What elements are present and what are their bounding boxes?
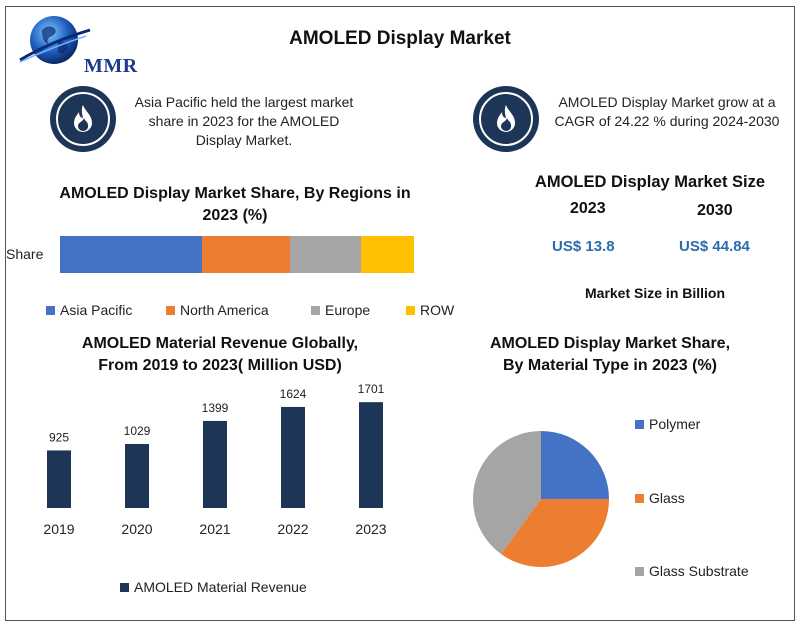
share-category-label: Share	[6, 246, 44, 262]
revenue-bar-chart: 925 2019 1029 2020 1399 2021 1624 2022 1701 2023	[43, 382, 386, 537]
legend-swatch	[46, 305, 55, 315]
logo-text: MMR	[84, 55, 138, 77]
revenue-bar-2019	[47, 450, 71, 508]
revenue-chart-title: AMOLED Material Revenue Globally, From 2…	[30, 333, 410, 377]
revenue-legend: AMOLED Material Revenue	[120, 579, 307, 595]
info-2-line-2: CAGR of 24.22 % during 2024-2030	[554, 113, 780, 129]
mmr-logo: MMR	[14, 12, 144, 77]
info-1-line-1: Asia Pacific held the largest market	[134, 94, 354, 110]
revenue-x-tick-label: 2019	[43, 521, 74, 537]
legend-swatch	[635, 566, 644, 576]
legend-swatch	[406, 305, 415, 315]
region-title-line-2: 2023 (%)	[202, 207, 268, 224]
info-1-line-3: Display Market.	[195, 132, 293, 148]
revenue-legend-label: AMOLED Material Revenue	[134, 579, 307, 595]
pie-slice-glass	[501, 499, 609, 567]
legend-swatch	[635, 493, 644, 503]
revenue-data-label: 1399	[202, 401, 229, 415]
revenue-x-tick-label: 2023	[355, 521, 386, 537]
revenue-title-line-1: AMOLED Material Revenue Globally,	[81, 335, 359, 352]
material-legend-item: Polymer	[635, 416, 700, 432]
region-segment-north-america	[201, 236, 291, 273]
legend-label: ROW	[420, 302, 455, 318]
pie-slice-polymer	[541, 431, 609, 499]
region-legend-item: Europe	[311, 302, 370, 318]
size-2030-value: US$ 44.84	[679, 238, 750, 255]
region-legend: Asia Pacific North America Europe ROW	[46, 302, 476, 322]
region-legend-item: North America	[166, 302, 269, 318]
revenue-x-tick-label: 2021	[199, 521, 230, 537]
material-legend-item: Glass	[635, 490, 685, 506]
info-badge-1	[50, 86, 116, 152]
legend-label: Glass Substrate	[649, 563, 749, 579]
material-chart-title: AMOLED Display Market Share, By Material…	[455, 333, 765, 377]
revenue-bar-2020	[125, 443, 149, 508]
year-2023-label: 2023	[570, 200, 606, 217]
legend-label: Polymer	[649, 416, 701, 432]
info-text-1: Asia Pacific held the largest market sha…	[128, 93, 360, 150]
material-pie-chart	[473, 431, 609, 567]
legend-label: Europe	[325, 302, 371, 318]
size-2023-value: US$ 13.8	[552, 238, 615, 255]
page-title: AMOLED Display Market	[289, 28, 511, 49]
region-legend-item: ROW	[406, 302, 454, 318]
legend-swatch	[635, 419, 644, 429]
revenue-data-label: 925	[49, 430, 69, 444]
legend-swatch	[166, 305, 175, 315]
revenue-legend-swatch	[120, 582, 129, 592]
info-text-2: AMOLED Display Market grow at a CAGR of …	[547, 93, 787, 131]
revenue-bar-2022	[281, 406, 305, 508]
market-size-title: AMOLED Display Market Size	[534, 173, 766, 191]
revenue-data-label: 1624	[280, 387, 307, 401]
legend-label: Glass	[649, 490, 685, 506]
revenue-bar-2023	[359, 402, 383, 508]
globe-icon	[19, 16, 91, 64]
legend-label: North America	[180, 302, 269, 318]
material-legend-item: Glass Substrate	[635, 563, 749, 579]
legend-swatch	[311, 305, 320, 315]
region-chart-title: AMOLED Display Market Share, By Regions …	[40, 183, 430, 227]
info-2-line-1: AMOLED Display Market grow at a	[558, 94, 776, 110]
revenue-title-line-2: From 2019 to 2023( Million USD)	[98, 357, 342, 374]
legend-label: Asia Pacific	[60, 302, 133, 318]
material-title-line-2: By Material Type in 2023 (%)	[503, 357, 717, 374]
region-segment-europe	[290, 236, 361, 273]
pie-slice-glass-substrate	[473, 431, 541, 555]
material-title-line-1: AMOLED Display Market Share,	[489, 335, 731, 352]
region-stacked-bar	[60, 236, 414, 273]
region-segment-asia-pacific	[60, 236, 202, 273]
flame-icon	[74, 105, 92, 132]
revenue-x-tick-label: 2020	[121, 521, 152, 537]
region-title-line-1: AMOLED Display Market Share, By Regions …	[59, 185, 411, 202]
year-2030-label: 2030	[697, 202, 733, 219]
revenue-data-label: 1701	[358, 382, 385, 396]
revenue-x-tick-label: 2022	[277, 521, 308, 537]
info-badge-2	[473, 86, 539, 152]
region-legend-item: Asia Pacific	[46, 302, 132, 318]
infographic-frame	[5, 6, 795, 621]
market-size-unit: Market Size in Billion	[585, 285, 726, 301]
revenue-bar-2021	[203, 420, 227, 508]
flame-icon	[497, 105, 515, 132]
revenue-data-label: 1029	[124, 424, 151, 438]
info-1-line-2: share in 2023 for the AMOLED	[148, 113, 340, 129]
region-segment-row	[360, 236, 414, 273]
